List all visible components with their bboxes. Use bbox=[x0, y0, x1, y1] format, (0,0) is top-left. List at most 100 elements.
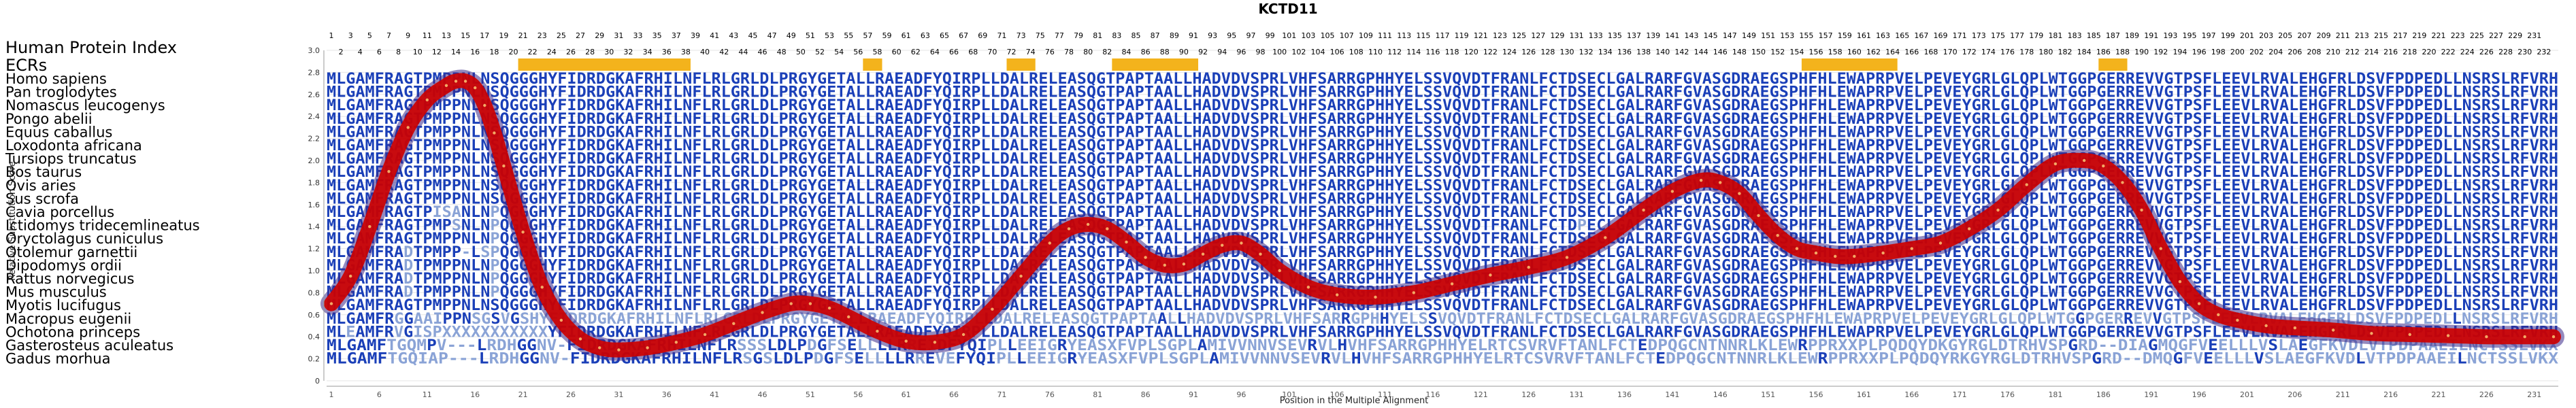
residue: L bbox=[2010, 71, 2019, 88]
residue: T bbox=[836, 84, 846, 101]
index-label: 163 bbox=[1876, 31, 1890, 40]
grid-lines bbox=[327, 50, 2558, 381]
residue: G bbox=[1356, 71, 1366, 88]
residue: T bbox=[1106, 84, 1115, 101]
residue: F bbox=[1538, 71, 1548, 88]
residue: M bbox=[365, 71, 375, 88]
index-label: 162 bbox=[1866, 48, 1881, 56]
alignment-sequences: MLGAMFRAGTPMPPNLNSQGGGHYFIDRDGKAFRHILNFL… bbox=[327, 71, 2558, 368]
residue: F bbox=[2385, 71, 2395, 88]
index-label: 71 bbox=[997, 31, 1006, 40]
residue: D bbox=[596, 84, 606, 101]
residue: L bbox=[750, 71, 759, 88]
residue: R bbox=[2116, 71, 2126, 88]
residue: E bbox=[2231, 71, 2241, 88]
residue: D bbox=[1471, 71, 1481, 88]
residue: R bbox=[2510, 71, 2520, 88]
index-label: 184 bbox=[2077, 48, 2092, 56]
residue: R bbox=[587, 84, 597, 101]
residue: R bbox=[2126, 71, 2136, 88]
residue: R bbox=[1347, 71, 1357, 88]
index-label: 146 bbox=[1713, 48, 1728, 56]
index-label: 219 bbox=[2412, 31, 2426, 40]
residue: Y bbox=[1394, 71, 1404, 88]
index-label: 134 bbox=[1598, 48, 1613, 56]
index-label: 109 bbox=[1359, 31, 1373, 40]
index-label: 54 bbox=[834, 48, 844, 56]
species-label: Mus musculus bbox=[5, 284, 107, 301]
residue: M bbox=[365, 84, 375, 101]
index-label: 136 bbox=[1617, 48, 1632, 56]
index-label: 199 bbox=[2221, 31, 2235, 40]
residue: F bbox=[634, 84, 644, 101]
index-label: 21 bbox=[518, 31, 528, 40]
index-label: 12 bbox=[432, 48, 442, 56]
residue: V bbox=[1894, 71, 1904, 88]
index-label: 112 bbox=[1387, 48, 1402, 56]
residue: G bbox=[1683, 71, 1692, 88]
index-label: 98 bbox=[1256, 48, 1266, 56]
index-label: 145 bbox=[1704, 31, 1718, 40]
index-label: 37 bbox=[672, 31, 681, 40]
residue: G bbox=[403, 84, 413, 101]
residue: F bbox=[923, 71, 933, 88]
index-label: 117 bbox=[1436, 31, 1450, 40]
index-label: 94 bbox=[1217, 48, 1227, 56]
index-label: 205 bbox=[2278, 31, 2292, 40]
index-label: 110 bbox=[1368, 48, 1383, 56]
residue: I bbox=[952, 71, 961, 88]
index-label: 158 bbox=[1828, 48, 1843, 56]
residue: R bbox=[1029, 84, 1039, 101]
index-label: 175 bbox=[1991, 31, 2005, 40]
residue: P bbox=[2087, 71, 2096, 88]
index-label: 77 bbox=[1055, 31, 1064, 40]
residue: Y bbox=[933, 71, 943, 88]
residue: G bbox=[529, 84, 538, 101]
index-label: 27 bbox=[576, 31, 585, 40]
residue: R bbox=[789, 71, 799, 88]
index-label: 153 bbox=[1780, 31, 1794, 40]
index-label: 72 bbox=[1007, 48, 1017, 56]
residue: A bbox=[1068, 71, 1077, 88]
species-label: Otolemur garnettii bbox=[5, 244, 137, 260]
index-label: 80 bbox=[1083, 48, 1093, 56]
index-label: 46 bbox=[758, 48, 767, 56]
residue: A bbox=[904, 71, 913, 88]
index-label: 167 bbox=[1914, 31, 1928, 40]
species-label: Pongo abelii bbox=[5, 111, 93, 127]
residue: V bbox=[1693, 71, 1702, 88]
residue: V bbox=[2241, 71, 2250, 88]
residue: E bbox=[1952, 71, 1962, 88]
residue: H bbox=[654, 71, 663, 88]
residue: I bbox=[663, 84, 673, 101]
index-label: 135 bbox=[1608, 31, 1622, 40]
index-label: 22 bbox=[528, 48, 538, 56]
index-label: 213 bbox=[2355, 31, 2369, 40]
residue: A bbox=[1202, 71, 1212, 88]
residue: R bbox=[1645, 71, 1655, 88]
residue: R bbox=[384, 84, 395, 101]
residue: L bbox=[721, 71, 731, 88]
residue: D bbox=[1000, 84, 1010, 101]
index-label: 194 bbox=[2173, 48, 2187, 56]
index-label: 29 bbox=[595, 31, 604, 40]
residue: T bbox=[2058, 71, 2068, 88]
residue: N bbox=[682, 71, 692, 88]
residue: L bbox=[1019, 71, 1029, 88]
index-label: 111 bbox=[1378, 31, 1392, 40]
index-label: 188 bbox=[2115, 48, 2130, 56]
residue: L bbox=[865, 71, 875, 88]
residue: D bbox=[759, 84, 769, 101]
residue: E bbox=[894, 71, 904, 88]
species-label: Nomascus leucogenys bbox=[5, 97, 165, 114]
residue: L bbox=[2212, 71, 2222, 88]
residue: L bbox=[980, 84, 990, 101]
index-label: 49 bbox=[787, 31, 796, 40]
index-label: 229 bbox=[2508, 31, 2522, 40]
residue: G bbox=[346, 84, 355, 101]
index-label: 127 bbox=[1531, 31, 1545, 40]
ecr-bars bbox=[518, 58, 2128, 71]
index-label: 196 bbox=[2192, 48, 2207, 56]
index-label: 182 bbox=[2058, 48, 2073, 56]
index-label: 217 bbox=[2393, 31, 2407, 40]
